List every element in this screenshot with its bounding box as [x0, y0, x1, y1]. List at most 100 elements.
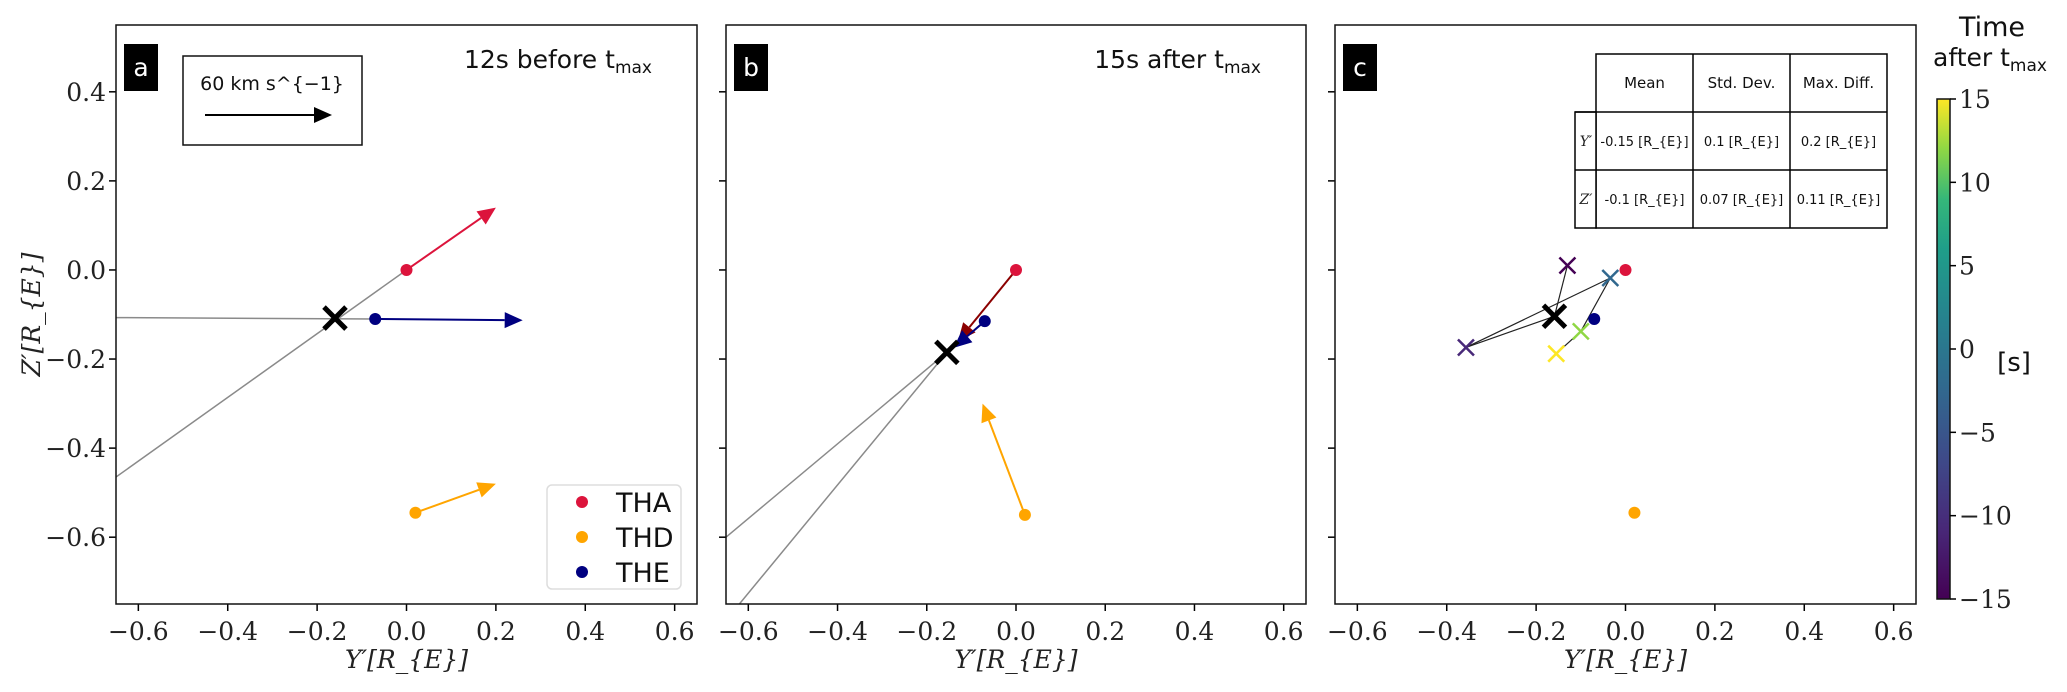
colorbar-tick-label: 10: [1959, 168, 1991, 197]
legend-label: THD: [615, 523, 674, 554]
y-tick-label: 0.0: [66, 256, 106, 285]
velocity-arrow-thd-head: [476, 482, 496, 498]
x-tick-label: −0.6: [108, 617, 169, 646]
y-axis-label: Z′[R_{E}]: [17, 252, 46, 377]
x-axis-label: Y′[R_{E}]: [1564, 645, 1687, 674]
panel-title: 12s before tmax​: [464, 45, 652, 78]
table-column-header: Max. Diff.: [1803, 74, 1874, 92]
velocity-arrow-thd-shaft: [415, 488, 480, 514]
track-segment: [1580, 277, 1611, 332]
time-estimate-cross: [1571, 322, 1590, 341]
velocity-arrow-tha-shaft: [968, 269, 1017, 328]
panel-label: c: [1353, 53, 1367, 82]
estimate-marker-stroke: [322, 305, 348, 331]
colorbar-tick-label: −15: [1959, 585, 2012, 614]
colorbar-tick-label: 0: [1959, 335, 1975, 364]
colorbar-tick-label: −10: [1959, 502, 2012, 531]
y-tick-label: 0.2: [66, 167, 106, 196]
legend-box: [546, 484, 682, 590]
track-segment: [1553, 265, 1568, 317]
colorbar-unit: [s]: [1997, 348, 2031, 378]
x-tick-label: 0.4: [1175, 617, 1215, 646]
table-cell: 0.1 [R_{E}]: [1704, 135, 1779, 150]
table-row-header: Z′: [1579, 192, 1594, 208]
plot-area: [726, 263, 1031, 604]
table-cell: -0.1 [R_{E}]: [1605, 193, 1685, 208]
estimate-marker-stroke: [934, 339, 960, 366]
x-axis-label: Y′[R_{E}]: [345, 645, 468, 674]
panel-label: a: [133, 53, 148, 82]
velocity-arrow-the-head: [504, 312, 523, 329]
velocity-arrow-thd-shaft: [988, 420, 1026, 516]
scale-box: [182, 55, 363, 146]
point-thd: [1018, 508, 1031, 521]
point-tha: [1010, 263, 1022, 276]
time-estimate-cross-stroke: [1601, 269, 1620, 287]
estimate-marker-stroke: [1541, 303, 1568, 330]
x-tick-label: 0.2: [476, 617, 516, 646]
estimate-marker: [322, 305, 348, 331]
panel-a: −0.6 −0.4 −0.2 0.0 0.2 0.4 0.6 0.4 0.2 0.0 −0.2 −0.…: [17, 24, 698, 674]
colorbar-title-line2: after tmax​: [1933, 43, 2047, 76]
point-the: [1588, 312, 1601, 325]
table-cell: 0.2 [R_{E}]: [1801, 135, 1876, 150]
point-tha: [400, 263, 413, 276]
panel-c: −0.6 −0.4 −0.2 0.0 0.2 0.4 0.6 Y′[R_{E}] c Mean St…: [1327, 12, 2047, 674]
estimate-marker: [934, 339, 960, 366]
axes-frame: [1334, 24, 1917, 605]
colorbar-gradient: [1936, 98, 1951, 600]
colorbar-tick-label: −5: [1959, 418, 1996, 447]
table-row-header: Y′: [1580, 134, 1593, 150]
colorbar-tick-label: 5: [1959, 252, 1975, 281]
velocity-arrow-tha-shaft: [405, 217, 482, 271]
time-estimate-cross: [1457, 338, 1475, 357]
x-tick-label: 0.0: [996, 617, 1036, 646]
panel-label-box: [124, 44, 158, 91]
axes-frame: [725, 24, 1307, 605]
time-estimate-cross: [1547, 344, 1566, 363]
table-cell: -0.15 [R_{E}]: [1600, 135, 1688, 150]
point-thd: [409, 506, 422, 519]
point-the: [369, 312, 382, 325]
table-cell: 0.07 [R_{E}]: [1700, 193, 1784, 208]
y-tick-label: 0.4: [66, 78, 106, 107]
panel-b: −0.6 −0.4 −0.2 0.0 0.2 0.4 0.6 Y′[R_{E}] b 15s af…: [718, 24, 1307, 674]
velocity-arrow-the-shaft: [375, 317, 505, 322]
table-column-header: Mean: [1624, 74, 1665, 92]
x-tick-label: −0.2: [896, 617, 957, 646]
point-tha: [1619, 263, 1632, 276]
x-tick-label: −0.2: [1506, 617, 1567, 646]
projection-line: [116, 269, 407, 478]
table-cell: 0.11 [R_{E}]: [1797, 193, 1881, 208]
point-the: [978, 315, 991, 328]
time-estimate-cross-stroke: [1558, 256, 1577, 275]
legend-marker-tha: [576, 496, 588, 508]
axes-frame: [115, 24, 698, 605]
x-tick-label: −0.4: [1416, 617, 1477, 646]
track-segment: [1465, 315, 1555, 349]
estimate-marker: [1541, 303, 1568, 330]
x-tick-label: 0.0: [1606, 617, 1646, 646]
scale-label: 60 km s^{−1}: [200, 73, 344, 95]
y-tick-label: −0.6: [45, 523, 106, 552]
x-tick-label: −0.2: [287, 617, 348, 646]
colorbar-tick-label: 15: [1959, 85, 1991, 114]
time-estimate-cross: [1558, 256, 1577, 275]
x-tick-label: 0.4: [1784, 617, 1824, 646]
velocity-arrow-tha-head: [476, 207, 496, 225]
track-segment: [1465, 277, 1611, 348]
x-tick-label: 0.6: [1264, 617, 1304, 646]
time-estimate-cross: [1601, 269, 1620, 287]
time-estimate-cross-stroke: [1547, 344, 1566, 363]
point-thd: [1628, 506, 1641, 519]
projection-line: [738, 351, 948, 604]
plot-area: [116, 207, 523, 519]
colorbar-title-line1: Time: [1958, 12, 2025, 43]
table-border: [1595, 53, 1888, 229]
legend-marker-thd: [576, 531, 588, 543]
table-column-header: Std. Dev.: [1708, 74, 1776, 92]
panel-label-box: [1343, 44, 1377, 91]
legend-marker-the: [576, 566, 588, 578]
